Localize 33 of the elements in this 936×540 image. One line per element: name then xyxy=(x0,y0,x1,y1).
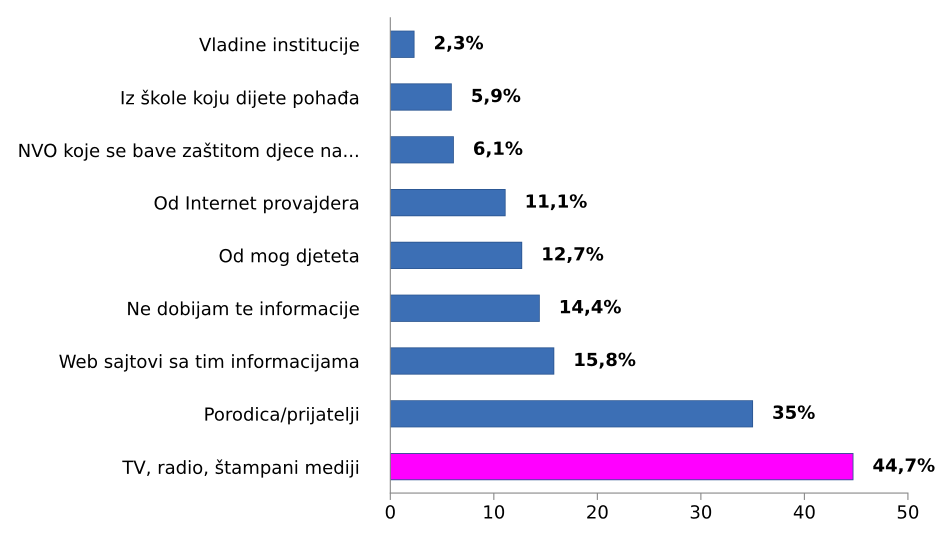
x-tick-label: 50 xyxy=(898,505,918,519)
y-tick-label: Iz škole koju dijete pohađa xyxy=(122,90,358,108)
y-tick-label: Od mog djeteta xyxy=(220,248,358,266)
data-label: 44,7% xyxy=(873,458,935,474)
bar xyxy=(390,83,452,111)
bar xyxy=(390,294,540,322)
x-tick-label: 10 xyxy=(484,505,504,519)
data-label: 35% xyxy=(773,405,815,420)
y-tick-label: Od Internet provajdera xyxy=(154,196,358,214)
bar xyxy=(390,242,522,270)
data-label: 5,9% xyxy=(472,88,520,105)
bar xyxy=(390,30,415,58)
y-tick-label: Porodica/prijatelji xyxy=(205,406,358,424)
y-tick-label: TV, radio, štampani mediji xyxy=(122,459,358,478)
data-label: 15,8% xyxy=(575,352,636,369)
y-tick-label: Web sajtovi sa tim informacijama xyxy=(59,354,358,372)
data-label: 6,1% xyxy=(474,141,522,158)
bar xyxy=(390,189,506,216)
bar xyxy=(390,347,554,375)
data-label: 11,1% xyxy=(526,194,587,210)
x-tick-label: 30 xyxy=(690,505,712,519)
bar xyxy=(390,453,854,480)
y-tick-label: NVO koje se bave zaštitom djece na... xyxy=(19,142,358,161)
y-tick-label: Vladine institucije xyxy=(199,37,359,55)
x-tick-label: 0 xyxy=(386,505,395,519)
bar xyxy=(390,400,754,428)
bar xyxy=(390,136,454,164)
x-tick-label: 40 xyxy=(794,505,815,519)
data-label: 14,4% xyxy=(560,300,621,316)
data-label: 2,3% xyxy=(434,36,484,52)
data-label: 12,7% xyxy=(543,247,604,263)
y-tick-label: Ne dobijam te informacije xyxy=(128,301,359,319)
x-tick-label: 20 xyxy=(587,505,608,519)
